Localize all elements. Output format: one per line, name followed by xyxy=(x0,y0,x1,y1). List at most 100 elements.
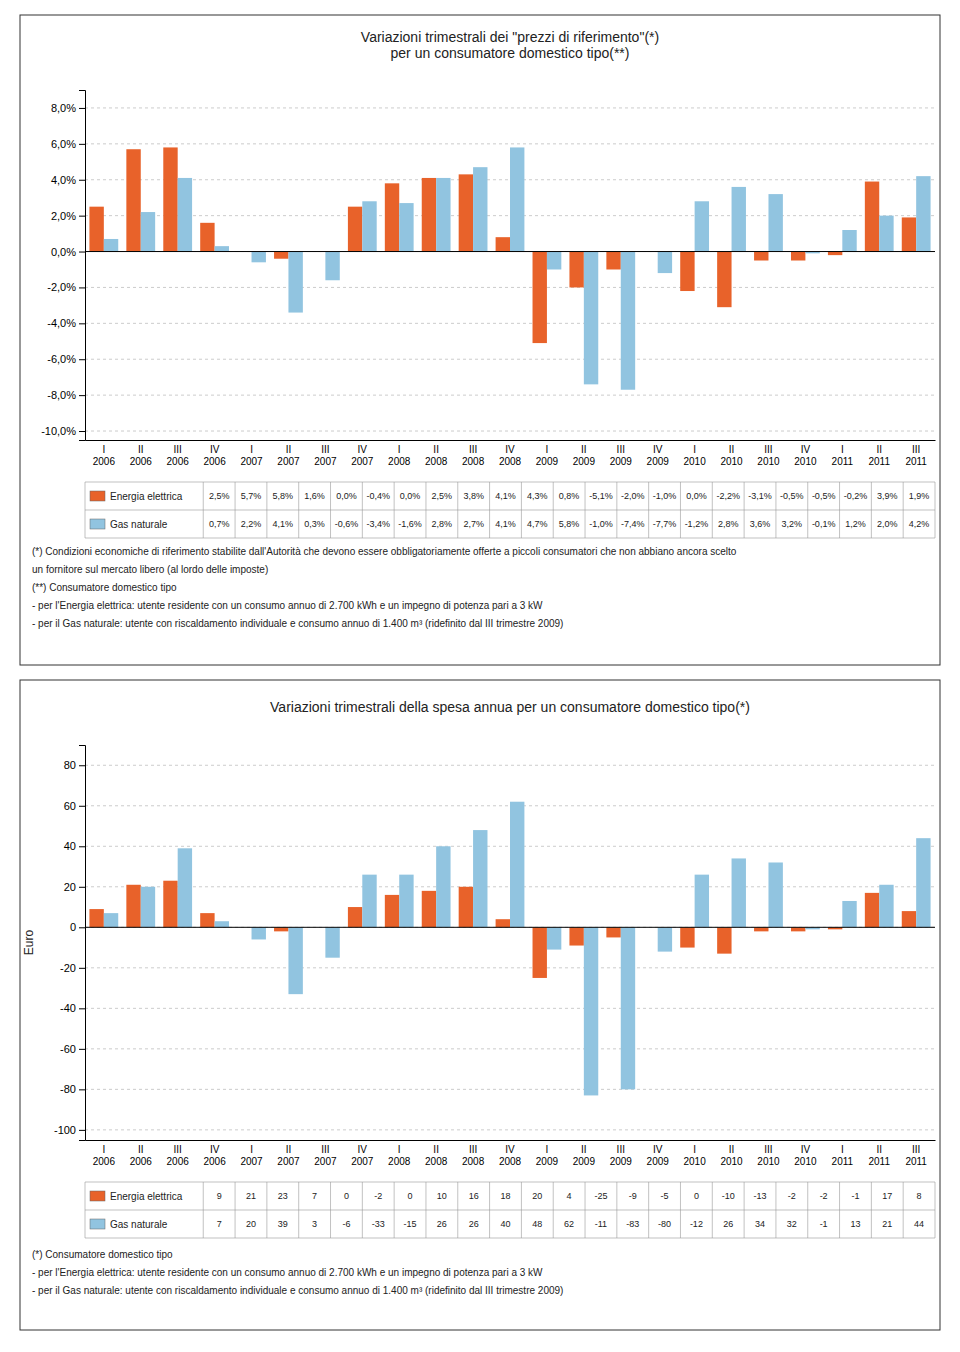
table-rule xyxy=(935,482,936,538)
chart-panel: Variazioni trimestrali dei "prezzi di ri… xyxy=(20,15,940,665)
table-value: -2 xyxy=(788,1191,796,1201)
page: Variazioni trimestrali dei "prezzi di ri… xyxy=(0,0,960,1352)
table-value: 0,7% xyxy=(209,519,230,529)
x-tick-label: IV2010 xyxy=(794,444,817,467)
y-axis: -10,0%-8,0%-6,0%-4,0%-2,0%0,0%2,0%4,0%6,… xyxy=(41,91,85,441)
x-tick-label-line: 2007 xyxy=(314,1156,337,1167)
plot-area: -100-80-60-40-20020406080I2006II2006III2… xyxy=(22,746,936,1167)
y-axis-line xyxy=(79,91,86,441)
y-tick: 8,0% xyxy=(51,102,85,114)
x-tick: II2009 xyxy=(573,444,596,467)
x-tick: I2009 xyxy=(536,444,559,467)
bar xyxy=(348,907,362,927)
x-tick-label-line: II xyxy=(138,444,144,455)
bars xyxy=(89,147,930,389)
x-tick-label: II2007 xyxy=(277,1144,300,1167)
x-tick-label-line: 2007 xyxy=(314,456,337,467)
x-tick: I2008 xyxy=(388,1144,411,1167)
panel-frame xyxy=(20,680,940,1330)
table-value: -25 xyxy=(594,1191,607,1201)
x-tick-label-line: I xyxy=(250,444,253,455)
x-tick-label-line: 2008 xyxy=(425,1156,448,1167)
x-tick-label-line: I xyxy=(693,1144,696,1155)
x-tick-label-line: 2008 xyxy=(388,456,411,467)
table-rule xyxy=(585,1182,586,1238)
x-tick-label-line: 2009 xyxy=(536,456,559,467)
bar xyxy=(215,246,229,251)
bar xyxy=(422,891,436,927)
x-tick: II2011 xyxy=(868,444,890,467)
x-tick-label-line: 2007 xyxy=(351,1156,374,1167)
table-value: 5,7% xyxy=(241,491,262,501)
x-tick: II2007 xyxy=(277,1144,300,1167)
y-tick-label: 80 xyxy=(64,759,76,771)
table-value: -10 xyxy=(722,1191,735,1201)
x-tick-label-line: 2007 xyxy=(277,456,300,467)
table-value: -1,0% xyxy=(653,491,677,501)
table-rule xyxy=(362,482,363,538)
table-rule xyxy=(744,1182,745,1238)
x-tick-label-line: II xyxy=(286,444,292,455)
x-tick-label-line: I xyxy=(693,444,696,455)
bar xyxy=(399,203,413,251)
table-value: 16 xyxy=(469,1191,479,1201)
x-tick-label-line: IV xyxy=(505,1144,515,1155)
grid-line xyxy=(85,1048,935,1049)
x-tick-label-line: 2011 xyxy=(905,456,927,467)
table-rule xyxy=(362,1182,363,1238)
x-tick-label-line: 2007 xyxy=(240,1156,263,1167)
y-tick-mark xyxy=(79,359,85,360)
grid-line xyxy=(85,1008,935,1009)
x-tick-label-line: III xyxy=(912,444,920,455)
x-tick-label-line: II xyxy=(581,444,587,455)
bar xyxy=(768,862,782,927)
y-axis-title: Euro xyxy=(22,930,36,956)
table-value: 17 xyxy=(882,1191,892,1201)
x-tick-label-line: 2006 xyxy=(167,1156,190,1167)
table-value: -13 xyxy=(754,1191,767,1201)
bar xyxy=(473,830,487,927)
bar-series xyxy=(89,881,916,978)
grid-line xyxy=(85,143,935,144)
table-value: 2,0% xyxy=(877,519,898,529)
footnote: - per il Gas naturale: utente con riscal… xyxy=(32,618,563,629)
footnote: (*) Condizioni economiche di riferimento… xyxy=(32,546,737,557)
bar xyxy=(473,167,487,251)
x-tick-label: II2010 xyxy=(720,1144,743,1167)
table-value: 62 xyxy=(564,1219,574,1229)
table-rule xyxy=(298,1182,299,1238)
y-tick: -8,0% xyxy=(47,389,85,401)
y-tick: -4,0% xyxy=(47,317,85,329)
x-tick-label: II2009 xyxy=(573,444,596,467)
y-tick-mark xyxy=(79,927,85,928)
x-tick: IV2007 xyxy=(351,1144,374,1167)
bar xyxy=(902,217,916,251)
table-rule xyxy=(616,482,617,538)
legend-swatch xyxy=(90,491,105,501)
table-value: -1,2% xyxy=(685,519,709,529)
x-tick-label-line: I xyxy=(102,444,105,455)
x-tick-label-line: II xyxy=(876,444,882,455)
x-tick: IV2009 xyxy=(647,1144,670,1167)
bar xyxy=(680,927,694,947)
panel-frame xyxy=(20,15,940,665)
y-axis-line xyxy=(79,746,86,1141)
y-tick: 80 xyxy=(64,759,85,771)
x-tick: III2007 xyxy=(314,444,337,467)
bar xyxy=(621,927,635,1089)
table-value: 20 xyxy=(532,1191,542,1201)
bar xyxy=(916,838,930,927)
y-tick: -6,0% xyxy=(47,353,85,365)
bar xyxy=(569,927,583,945)
table-value: 32 xyxy=(787,1219,797,1229)
grid-line xyxy=(85,359,935,360)
bar xyxy=(178,178,192,252)
x-axis-line xyxy=(86,1140,936,1141)
x-tick-label-line: III xyxy=(469,444,477,455)
x-tick: II2008 xyxy=(425,1144,448,1167)
legend-swatch xyxy=(90,519,105,529)
bars xyxy=(89,802,930,1096)
bar xyxy=(902,911,916,927)
x-tick-label: II2007 xyxy=(277,444,300,467)
table-value: 26 xyxy=(723,1219,733,1229)
